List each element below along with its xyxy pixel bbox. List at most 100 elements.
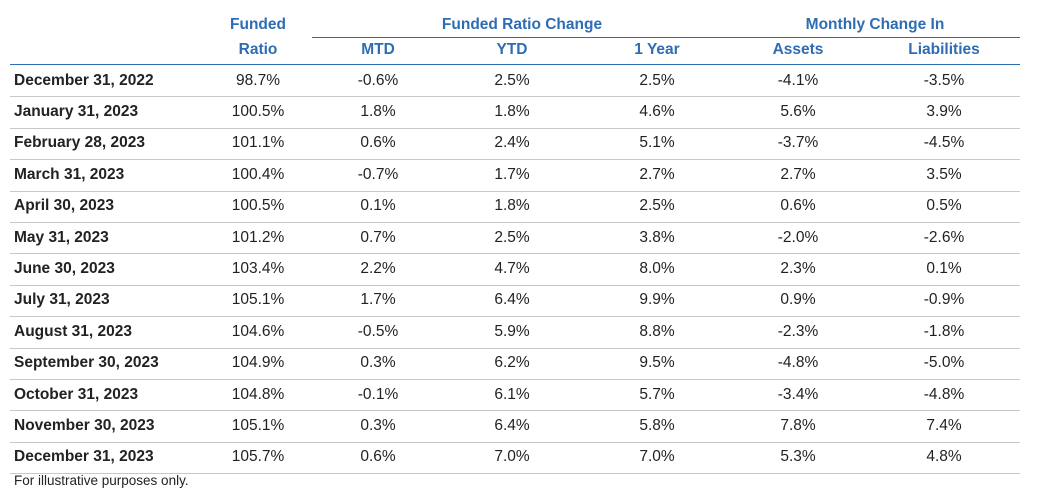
cell: 2.4% — [494, 134, 530, 152]
group-header: Funded Ratio Change — [441, 16, 603, 33]
cell: 2.7% — [639, 165, 675, 183]
cell: -3.7% — [777, 134, 819, 152]
cell: 2.7% — [780, 165, 816, 183]
row-rule — [10, 441, 1020, 443]
cell: 98.7% — [236, 71, 280, 89]
cell: 6.4% — [494, 291, 530, 309]
cell: -4.8% — [777, 354, 819, 372]
cell: 3.9% — [926, 102, 962, 120]
cell: 0.1% — [926, 259, 962, 277]
cell: 4.7% — [494, 259, 530, 277]
cell: -4.5% — [923, 134, 965, 152]
cell: 4.6% — [639, 102, 675, 120]
cell: 1.8% — [494, 102, 530, 120]
cell: 0.6% — [360, 134, 396, 152]
cell: 5.9% — [494, 322, 530, 340]
cell: 105.7% — [231, 448, 285, 466]
cell: 7.8% — [780, 416, 816, 434]
column-header: 1 Year — [634, 41, 680, 58]
cell: 1.7% — [494, 165, 530, 183]
cell: 5.1% — [639, 134, 675, 152]
cell: 9.9% — [639, 291, 675, 309]
cell: 2.5% — [494, 71, 530, 89]
cell: -0.1% — [357, 385, 399, 403]
cell: 7.4% — [926, 416, 962, 434]
row-label: October 31, 2023 — [14, 385, 139, 403]
row-rule — [10, 410, 1020, 412]
footnote: For illustrative purposes only. — [14, 473, 189, 488]
cell: 104.8% — [231, 385, 285, 403]
row-label: May 31, 2023 — [14, 228, 109, 246]
cell: 105.1% — [231, 416, 285, 434]
row-rule — [10, 316, 1020, 318]
group-header: Monthly Change In — [805, 16, 945, 33]
column-header: MTD — [361, 41, 395, 58]
cell: 4.8% — [926, 448, 962, 466]
cell: 6.4% — [494, 416, 530, 434]
row-label: April 30, 2023 — [14, 197, 114, 215]
cell: 9.5% — [639, 354, 675, 372]
cell: -2.6% — [923, 228, 965, 246]
cell: 5.7% — [639, 385, 675, 403]
row-label: December 31, 2022 — [14, 71, 154, 89]
cell: 100.5% — [231, 197, 285, 215]
cell: 104.6% — [231, 322, 285, 340]
column-header: YTD — [496, 41, 528, 58]
row-rule — [10, 127, 1020, 129]
cell: 0.3% — [360, 354, 396, 372]
column-header: Ratio — [238, 41, 278, 58]
cell: 6.2% — [494, 354, 530, 372]
row-label: February 28, 2023 — [14, 134, 145, 152]
cell: 0.3% — [360, 416, 396, 434]
cell: 0.6% — [360, 448, 396, 466]
cell: 3.8% — [639, 228, 675, 246]
cell: 7.0% — [494, 448, 530, 466]
cell: -5.0% — [923, 354, 965, 372]
cell: 8.8% — [639, 322, 675, 340]
row-rule — [10, 159, 1020, 161]
cell: 0.9% — [780, 291, 816, 309]
cell: -0.6% — [357, 71, 399, 89]
cell: 105.1% — [231, 291, 285, 309]
cell: 8.0% — [639, 259, 675, 277]
cell: 6.1% — [494, 385, 530, 403]
row-rule — [10, 96, 1020, 98]
cell: 0.5% — [926, 197, 962, 215]
cell: 5.3% — [780, 448, 816, 466]
row-rule — [10, 222, 1020, 223]
cell: -3.4% — [777, 385, 819, 403]
row-label: November 30, 2023 — [14, 416, 155, 434]
column-header: Liabilities — [908, 41, 980, 58]
column-header: Assets — [772, 41, 824, 58]
row-rule — [10, 190, 1020, 192]
row-rule — [10, 253, 1020, 255]
cell: 3.5% — [926, 165, 962, 183]
cell: -0.7% — [357, 165, 399, 183]
cell: -4.1% — [777, 71, 819, 89]
cell: 5.6% — [780, 102, 816, 120]
cell: 2.5% — [639, 71, 675, 89]
row-label: September 30, 2023 — [14, 354, 159, 372]
cell: 101.2% — [231, 228, 285, 246]
cell: 2.5% — [494, 228, 530, 246]
row-rule — [10, 284, 1020, 286]
cell: 2.2% — [360, 259, 396, 277]
cell: 0.7% — [360, 228, 396, 246]
row-label: March 31, 2023 — [14, 165, 125, 183]
row-rule — [10, 473, 1020, 475]
row-rule — [10, 379, 1020, 380]
cell: -0.5% — [357, 322, 399, 340]
cell: 1.8% — [360, 102, 396, 120]
row-label: July 31, 2023 — [14, 291, 110, 309]
cell: 100.5% — [231, 102, 285, 120]
cell: -0.9% — [923, 291, 965, 309]
cell: 101.1% — [231, 134, 285, 152]
cell: 0.6% — [780, 197, 816, 215]
cell: 0.1% — [360, 197, 396, 215]
cell: -2.3% — [777, 322, 819, 340]
cell: 2.5% — [639, 197, 675, 215]
cell: 5.8% — [639, 416, 675, 434]
cell: 1.8% — [494, 197, 530, 215]
row-label: December 31, 2023 — [14, 448, 154, 466]
